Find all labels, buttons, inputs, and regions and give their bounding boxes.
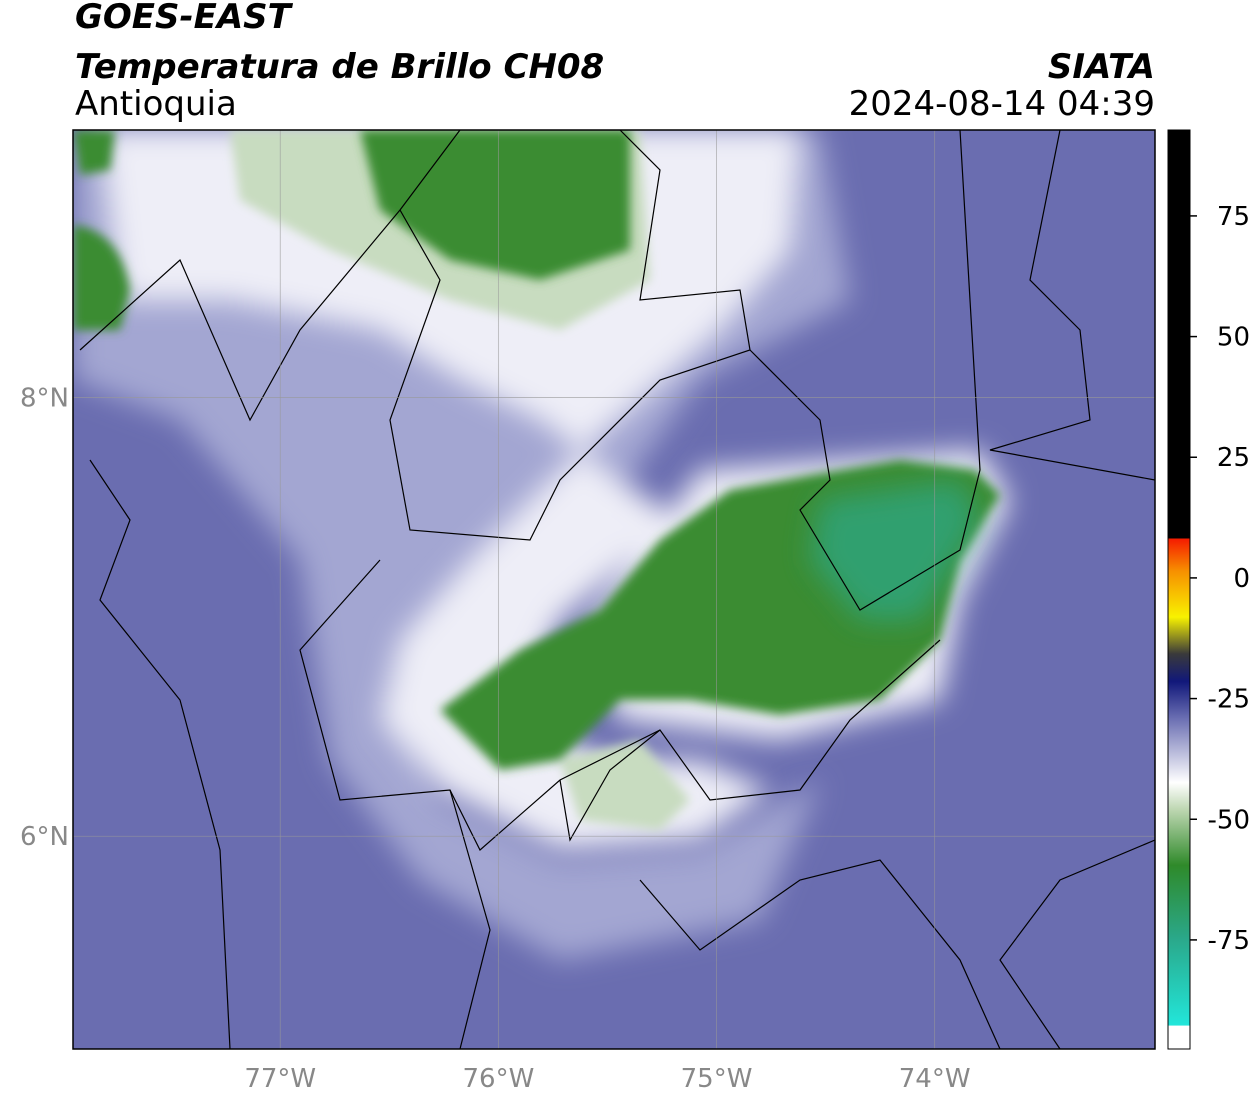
colorbar-tick-label: -75: [1208, 926, 1250, 956]
lat-tick-label: 6°N: [20, 822, 69, 852]
satellite-image: [73, 130, 1155, 1049]
timestamp: 2024-08-14 04:39: [849, 84, 1155, 124]
lon-tick-label: 74°W: [899, 1064, 971, 1094]
map-frame: [72, 129, 1156, 1050]
colorbar-tick-label: -50: [1208, 805, 1250, 835]
lon-tick-label: 75°W: [681, 1064, 753, 1094]
title: GOES-EAST: [75, 0, 294, 37]
colorbar-tick-label: 0: [1233, 564, 1250, 594]
source: SIATA: [1048, 47, 1155, 87]
colorbar: [1167, 129, 1191, 1050]
grid: [73, 130, 1155, 1049]
region: Antioquia: [75, 84, 237, 124]
colorbar-tick-label: -25: [1208, 685, 1250, 715]
subtitle: Temperatura de Brillo CH08: [75, 47, 604, 87]
colorbar-tick-label: 25: [1217, 443, 1250, 473]
lon-tick-label: 76°W: [462, 1064, 534, 1094]
lon-tick-label: 77°W: [244, 1064, 316, 1094]
colorbar-tick-label: 75: [1217, 202, 1250, 232]
labels: 77°W 76°W 75°W 74°W 8°N 6°N 75 50 25 0 -25 -50 -75: [20, 202, 1250, 1094]
lat-tick-label: 8°N: [20, 384, 69, 414]
boundaries: [79, 130, 1155, 1049]
colorbar-tick-label: 50: [1217, 323, 1250, 353]
